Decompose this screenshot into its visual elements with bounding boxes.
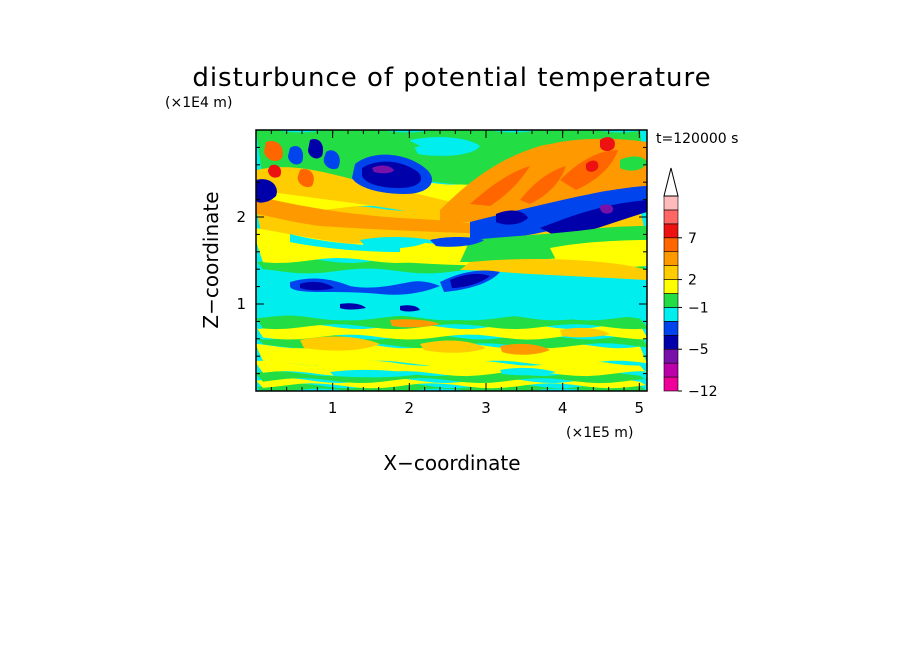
colorbar-label: −1 bbox=[688, 300, 709, 316]
colorbar-swatch bbox=[663, 321, 679, 336]
colorbar-swatch bbox=[663, 223, 679, 239]
colorbar-swatch bbox=[663, 279, 679, 294]
contour-region bbox=[600, 204, 614, 214]
colorbar-swatch bbox=[663, 265, 679, 280]
x-tick-label: 1 bbox=[328, 399, 338, 417]
contour-region bbox=[256, 228, 520, 266]
x-axis: 1 2 3 4 5 bbox=[270, 130, 645, 417]
colorbar-swatch bbox=[663, 293, 679, 308]
contour-region bbox=[540, 200, 647, 238]
contour-region bbox=[268, 164, 282, 178]
contour-region bbox=[390, 319, 440, 328]
contour-region bbox=[372, 165, 394, 174]
colorbar-label: 2 bbox=[688, 273, 697, 289]
contour-region bbox=[520, 131, 566, 145]
colorbar-label: −5 bbox=[688, 342, 709, 358]
contour-region bbox=[410, 137, 480, 156]
colorbar-swatch bbox=[663, 348, 679, 364]
contour-region bbox=[308, 138, 324, 159]
contour-region bbox=[256, 179, 277, 203]
colorbar: 7 2 −1 −5 −12 bbox=[663, 167, 718, 400]
colorbar-swatch bbox=[663, 362, 679, 378]
contour-region bbox=[256, 196, 490, 234]
x-axis-label: X−coordinate bbox=[383, 451, 520, 475]
colorbar-label: 7 bbox=[688, 231, 697, 247]
contour-band bbox=[256, 383, 647, 391]
contour-region bbox=[340, 135, 420, 152]
colorbar-label: −12 bbox=[688, 384, 718, 400]
contour-region bbox=[496, 210, 528, 225]
contour-band bbox=[256, 324, 647, 340]
colorbar-swatch bbox=[663, 251, 679, 266]
contour-band bbox=[256, 285, 647, 321]
contour-region bbox=[430, 237, 484, 247]
contour-region bbox=[620, 156, 647, 171]
contour-region bbox=[600, 137, 615, 152]
contour-region bbox=[264, 140, 283, 161]
contour-region bbox=[420, 340, 486, 353]
contour-region bbox=[470, 166, 530, 206]
contour-region bbox=[460, 259, 647, 280]
contour-region bbox=[400, 305, 420, 312]
x-tick-label: 3 bbox=[481, 399, 491, 417]
contour-region bbox=[500, 343, 550, 355]
contour-band bbox=[256, 378, 647, 389]
contour-region bbox=[290, 278, 440, 295]
contour-features bbox=[256, 131, 647, 378]
colorbar-extend-arrow bbox=[663, 167, 679, 197]
time-label: t=120000 s bbox=[656, 131, 738, 147]
y-axis-label: Z−coordinate bbox=[199, 191, 223, 328]
contour-band bbox=[256, 315, 647, 330]
contour-region bbox=[300, 281, 334, 291]
contour-region bbox=[300, 336, 380, 351]
contour-region bbox=[450, 273, 490, 288]
chart-title: disturbunce of potential temperature bbox=[192, 63, 711, 93]
contour-region bbox=[297, 168, 314, 188]
colorbar-swatch bbox=[663, 307, 679, 322]
y-tick-label: 1 bbox=[236, 295, 246, 313]
contour-region bbox=[560, 327, 610, 338]
colorbar-swatch bbox=[663, 376, 679, 392]
contour-region bbox=[360, 237, 430, 249]
colorbar-swatch bbox=[663, 237, 679, 253]
y-axis: 12 bbox=[236, 146, 647, 375]
x-unit-label: (×1E5 m) bbox=[566, 425, 633, 441]
contour-region bbox=[288, 145, 304, 165]
contour-region bbox=[330, 369, 420, 378]
contour-region bbox=[520, 166, 566, 204]
x-tick-label: 4 bbox=[558, 399, 568, 417]
colorbar-swatch bbox=[663, 209, 679, 225]
colorbar-swatch bbox=[663, 334, 679, 350]
x-tick-label: 5 bbox=[635, 399, 645, 417]
contour-region bbox=[500, 367, 556, 376]
plot-frame bbox=[255, 129, 648, 392]
y-unit-label: (×1E4 m) bbox=[165, 95, 232, 111]
contour-region bbox=[323, 150, 340, 170]
contour-region bbox=[586, 160, 599, 172]
plot-area bbox=[256, 130, 647, 391]
x-tick-label: 2 bbox=[405, 399, 415, 417]
y-tick-label: 2 bbox=[236, 208, 246, 226]
colorbar-swatch bbox=[663, 195, 679, 211]
contour-region bbox=[470, 186, 647, 242]
contour-region bbox=[340, 303, 366, 310]
